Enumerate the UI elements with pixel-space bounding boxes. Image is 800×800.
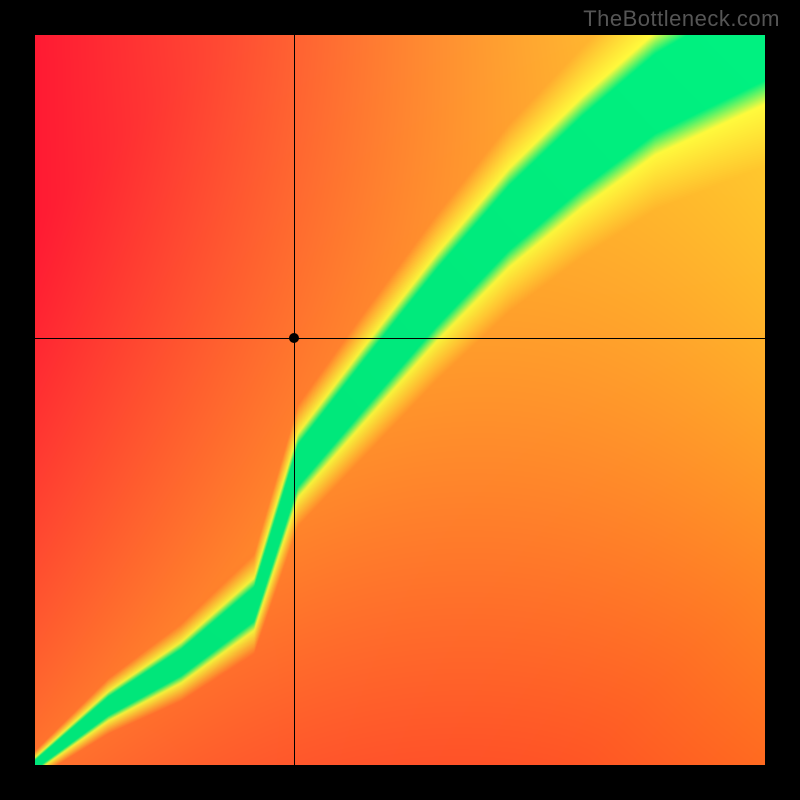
crosshair-vertical	[294, 35, 295, 765]
crosshair-marker	[289, 333, 299, 343]
plot-frame	[35, 35, 765, 765]
heatmap-canvas	[35, 35, 765, 765]
crosshair-horizontal	[35, 338, 765, 339]
watermark-text: TheBottleneck.com	[583, 6, 780, 32]
chart-container: TheBottleneck.com	[0, 0, 800, 800]
